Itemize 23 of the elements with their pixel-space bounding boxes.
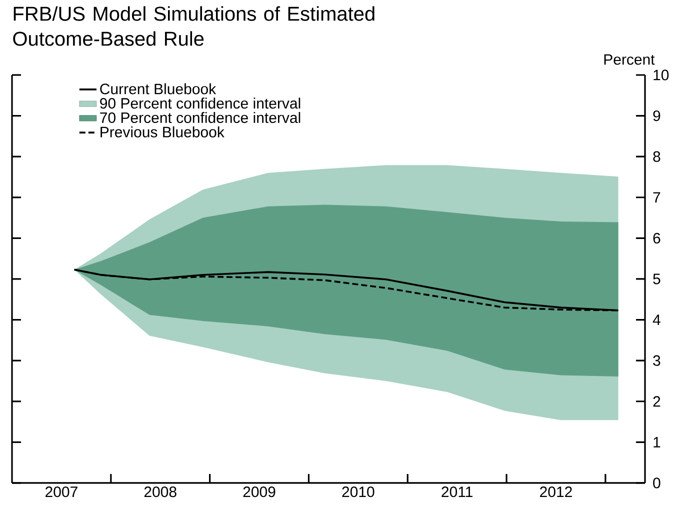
y-tick-label: 1	[654, 437, 660, 448]
legend-label: Current Bluebook	[100, 83, 216, 94]
legend-label: 70 Percent confidence interval	[100, 112, 300, 124]
x-tick-label: 2010	[342, 486, 374, 498]
y-tick-label: 0	[653, 478, 660, 488]
y-tick-label: 2	[653, 396, 660, 407]
y-tick-label: 6	[653, 232, 660, 244]
y-tick-label: 4	[652, 314, 660, 325]
y-tick-label: 9	[653, 110, 660, 122]
y-tick-label: 8	[653, 151, 660, 162]
legend-label: Previous Bluebook	[100, 126, 224, 138]
y-tick-label: 10	[654, 70, 669, 80]
y-tick-label: 3	[653, 355, 660, 366]
y-tick-label: 7	[653, 192, 660, 203]
x-tick-label: 2012	[540, 486, 572, 498]
x-tick-label: 2009	[243, 486, 276, 498]
x-tick-label: 2008	[144, 486, 176, 498]
legend-label: 90 Percent confidence interval	[100, 98, 300, 109]
y-axis-title: Percent	[604, 54, 655, 65]
x-tick-label: 2011	[442, 486, 472, 498]
y-tick-label: 5	[653, 274, 660, 284]
x-tick-label: 2007	[46, 486, 78, 498]
chart-title: FRB/US Model Simulations of Estimated Outcome-Based Rule	[13, 6, 374, 46]
